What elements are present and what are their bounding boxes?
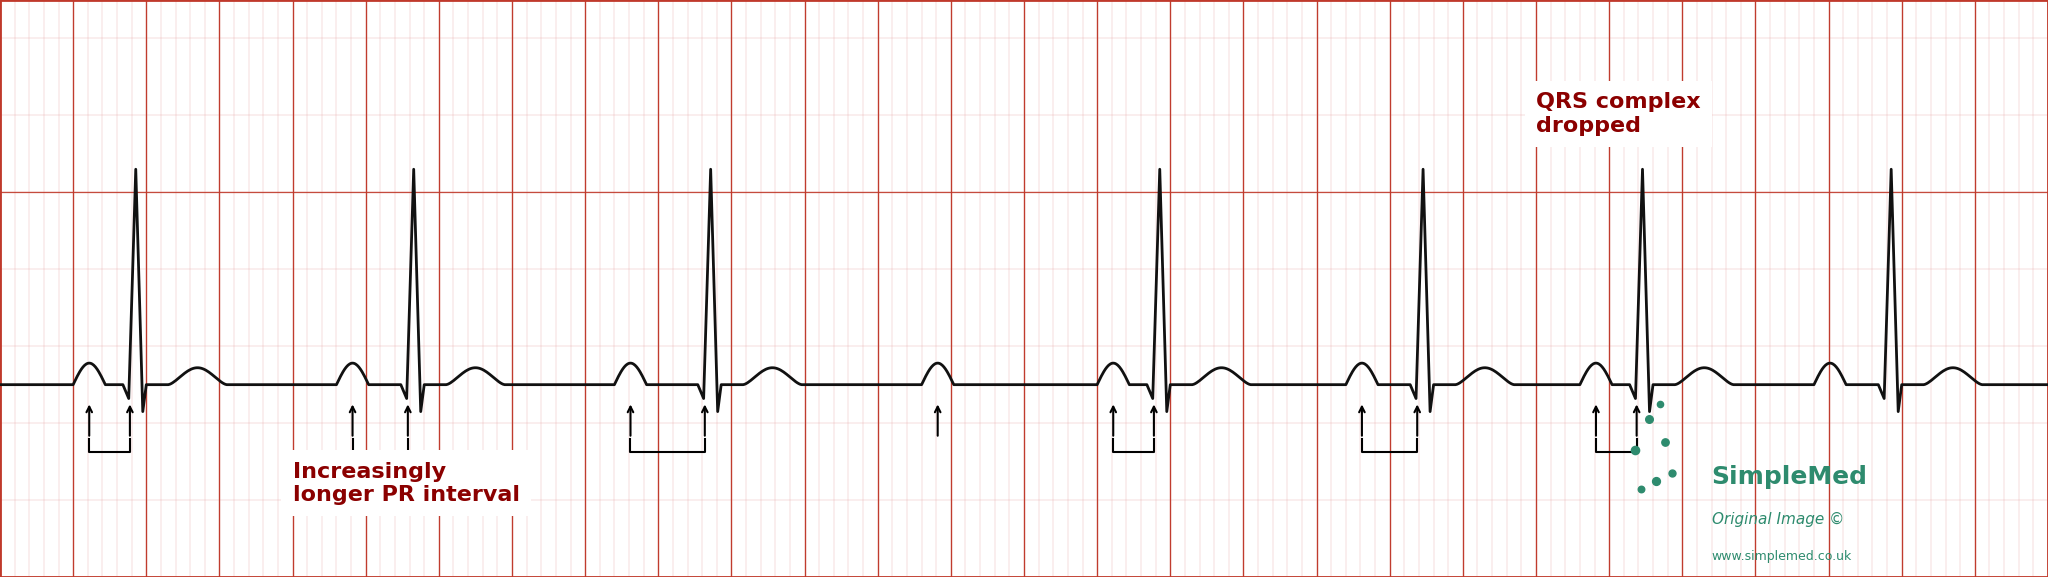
Text: Increasingly
longer PR interval: Increasingly longer PR interval (293, 462, 520, 505)
Point (1649, 438, 1681, 447)
Point (1620, 445, 1653, 455)
Point (1624, 484, 1657, 493)
Point (1640, 476, 1673, 485)
Point (1655, 469, 1688, 478)
Text: QRS complex
dropped: QRS complex dropped (1536, 92, 1700, 136)
Text: Original Image ©: Original Image © (1712, 512, 1843, 527)
Point (1632, 415, 1665, 424)
Text: SimpleMed: SimpleMed (1712, 466, 1868, 489)
Text: www.simplemed.co.uk: www.simplemed.co.uk (1712, 550, 1851, 563)
Point (1645, 399, 1677, 409)
